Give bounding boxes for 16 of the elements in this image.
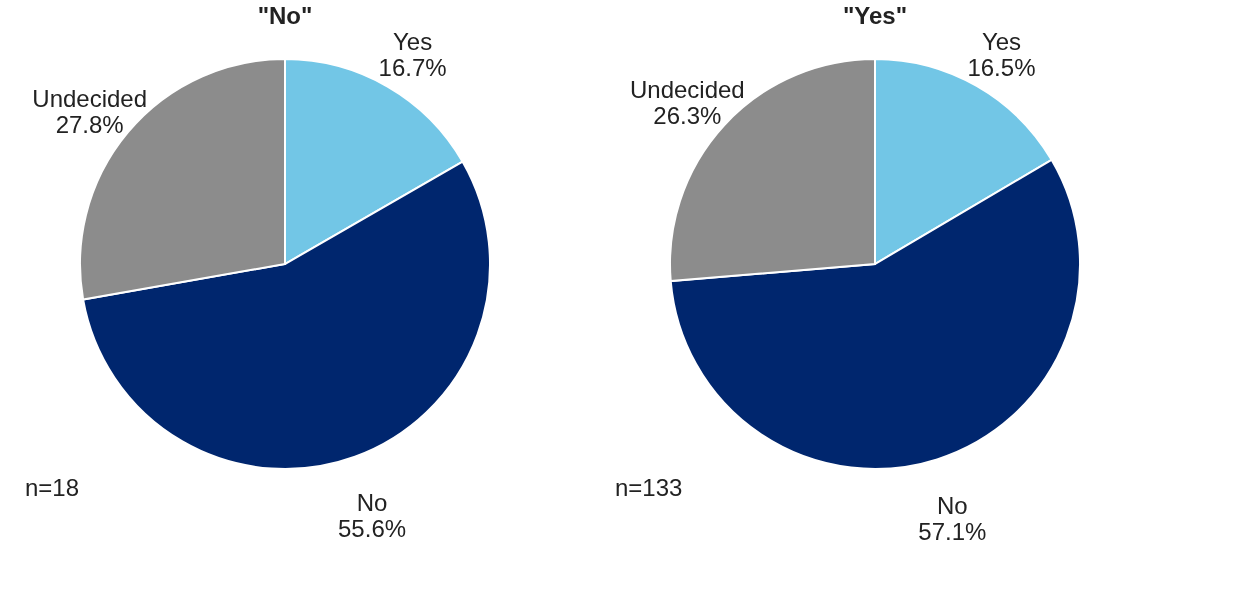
- data-label: 55.6%: [338, 514, 407, 542]
- chart-title: "No": [257, 2, 313, 29]
- slice-label: Undecided: [629, 76, 745, 104]
- data-label: 16.7%: [378, 54, 447, 82]
- slice-label: No: [356, 488, 388, 516]
- slice-label: Yes: [981, 27, 1022, 55]
- data-label: 57.1%: [918, 517, 987, 545]
- data-label: 27.8%: [55, 111, 124, 139]
- data-label: 16.5%: [967, 53, 1036, 81]
- text: n=133: [615, 474, 683, 501]
- slice-label: Yes: [393, 28, 433, 56]
- data-label: 26.3%: [653, 102, 722, 130]
- text: n=18: [25, 474, 80, 501]
- slice-label: Undecided: [32, 85, 148, 113]
- chart-title: "Yes": [842, 2, 908, 29]
- slice-label: No: [937, 491, 968, 519]
